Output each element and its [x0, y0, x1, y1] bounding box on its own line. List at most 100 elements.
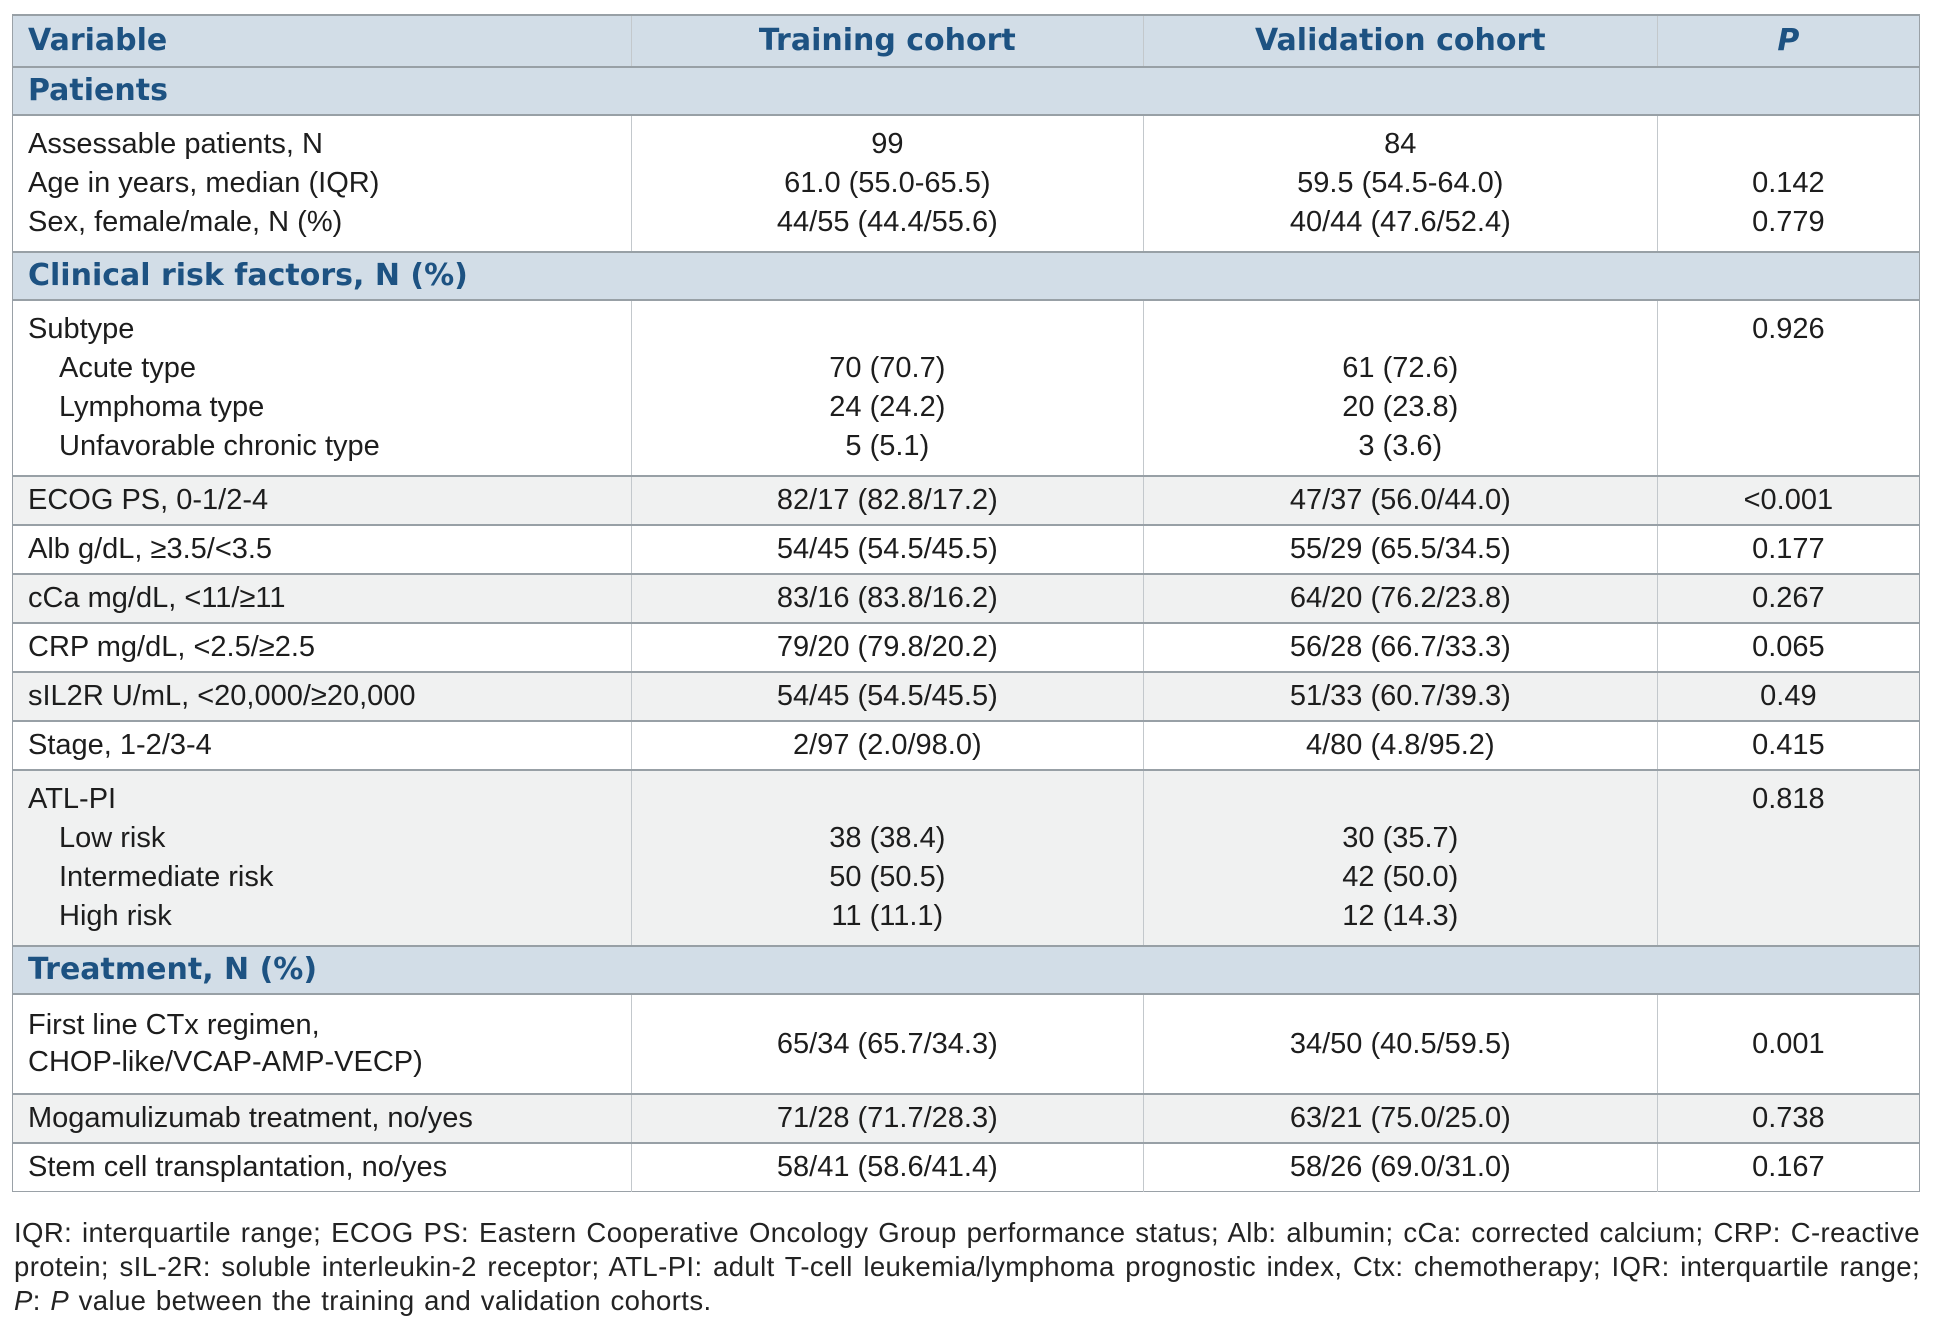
- row-label: sIL2R U/mL, <20,000/≥20,000: [12, 671, 632, 721]
- validation-value: 63/21 (75.0/25.0): [1142, 1093, 1658, 1143]
- row-label: ECOG PS, 0-1/2-4: [12, 475, 632, 525]
- training-value: 83/16 (83.8/16.2): [630, 573, 1144, 623]
- training-values: 38 (38.4) 50 (50.5) 11 (11.1): [630, 769, 1144, 946]
- row-label-line: First line CTx regimen,: [28, 1009, 320, 1041]
- row-labels: Assessable patients, N Age in years, med…: [12, 114, 632, 252]
- header-row: Variable Training cohort Validation coho…: [12, 14, 1920, 67]
- validation-value: 42 (50.0): [1342, 861, 1459, 893]
- row-first-line-ctx-regimen: First line CTx regimen, CHOP-like/VCAP-A…: [12, 993, 1920, 1094]
- row-label: Unfavorable chronic type: [59, 430, 380, 462]
- p-value: [1658, 349, 1919, 388]
- col-header-p-value: P: [1656, 14, 1920, 67]
- row-albumin: Alb g/dL, ≥3.5/<3.5 54/45 (54.5/45.5) 55…: [12, 524, 1920, 574]
- row-label: cCa mg/dL, <11/≥11: [12, 573, 632, 623]
- training-value: 11 (11.1): [831, 900, 944, 932]
- col-header-training-cohort: Training cohort: [630, 14, 1144, 67]
- validation-value: 20 (23.8): [1342, 391, 1459, 423]
- training-value: [632, 780, 1143, 819]
- validation-value: 4/80 (4.8/95.2): [1142, 720, 1658, 770]
- row-label: ATL-PI: [28, 783, 117, 815]
- training-value: 2/97 (2.0/98.0): [630, 720, 1144, 770]
- p-value: <0.001: [1656, 475, 1920, 525]
- validation-value: [1144, 780, 1657, 819]
- row-label: Age in years, median (IQR): [28, 167, 380, 199]
- p-value: 0.818: [1752, 783, 1825, 815]
- footnote: IQR: interquartile range; ECOG PS: Easte…: [14, 1216, 1920, 1318]
- atl-pi-block-row: ATL-PI Low risk Intermediate risk High r…: [12, 769, 1920, 946]
- training-value: 54/45 (54.5/45.5): [630, 524, 1144, 574]
- validation-value: 59.5 (54.5-64.0): [1297, 167, 1504, 199]
- validation-value: 64/20 (76.2/23.8): [1142, 573, 1658, 623]
- row-label: Low risk: [59, 822, 166, 854]
- p-value: 0.142: [1752, 167, 1825, 199]
- p-value: 0.065: [1656, 622, 1920, 672]
- training-value: 58/41 (58.6/41.4): [630, 1142, 1144, 1192]
- validation-value: 12 (14.3): [1342, 900, 1459, 932]
- row-label: Sex, female/male, N (%): [28, 206, 343, 238]
- footnote-colon: :: [32, 1285, 51, 1316]
- training-values: 70 (70.7) 24 (24.2) 5 (5.1): [630, 299, 1144, 476]
- row-label: Alb g/dL, ≥3.5/<3.5: [12, 524, 632, 574]
- footnote-p-word: P: [50, 1285, 70, 1316]
- row-ecog-ps: ECOG PS, 0-1/2-4 82/17 (82.8/17.2) 47/37…: [12, 475, 1920, 525]
- p-values: 0.142 0.779: [1656, 114, 1920, 252]
- p-value: [1658, 897, 1919, 936]
- row-crp: CRP mg/dL, <2.5/≥2.5 79/20 (79.8/20.2) 5…: [12, 622, 1920, 672]
- section-title: Treatment, N (%): [12, 945, 1920, 994]
- footnote-p-abbrev: P: [14, 1285, 33, 1316]
- training-value: 71/28 (71.7/28.3): [630, 1093, 1144, 1143]
- p-value: 0.177: [1656, 524, 1920, 574]
- row-corrected-calcium: cCa mg/dL, <11/≥11 83/16 (83.8/16.2) 64/…: [12, 573, 1920, 623]
- validation-value: 3 (3.6): [1358, 430, 1443, 462]
- row-mogamulizumab: Mogamulizumab treatment, no/yes 71/28 (7…: [12, 1093, 1920, 1143]
- training-value: 99: [871, 128, 904, 160]
- validation-value: 56/28 (66.7/33.3): [1142, 622, 1658, 672]
- p-values: 0.926: [1656, 299, 1920, 476]
- subtype-block-row: Subtype Acute type Lymphoma type Unfavor…: [12, 299, 1920, 476]
- validation-value: 47/37 (56.0/44.0): [1142, 475, 1658, 525]
- validation-value: 51/33 (60.7/39.3): [1142, 671, 1658, 721]
- training-value: 38 (38.4): [829, 822, 946, 854]
- row-label: Lymphoma type: [59, 391, 265, 423]
- p-value: 0.415: [1656, 720, 1920, 770]
- section-header-treatment: Treatment, N (%): [12, 945, 1920, 994]
- p-value: [1658, 819, 1919, 858]
- p-value: 0.49: [1656, 671, 1920, 721]
- training-value: 54/45 (54.5/45.5): [630, 671, 1144, 721]
- training-value: 24 (24.2): [829, 391, 946, 423]
- p-value: 0.926: [1752, 313, 1825, 345]
- section-title: Clinical risk factors, N (%): [12, 251, 1920, 300]
- p-value: 0.738: [1656, 1093, 1920, 1143]
- footnote-rest: value between the training and validatio…: [69, 1285, 712, 1316]
- training-value: [632, 310, 1143, 349]
- training-value: 79/20 (79.8/20.2): [630, 622, 1144, 672]
- p-value: [1658, 427, 1919, 466]
- row-label: Stem cell transplantation, no/yes: [12, 1142, 632, 1192]
- patients-block-row: Assessable patients, N Age in years, med…: [12, 114, 1920, 252]
- row-label-line: CHOP-like/VCAP-AMP-VECP): [28, 1046, 423, 1078]
- validation-value: 30 (35.7): [1342, 822, 1459, 854]
- training-value: 70 (70.7): [829, 352, 946, 384]
- p-values: 0.818: [1656, 769, 1920, 946]
- training-value: 61.0 (55.0-65.5): [784, 167, 991, 199]
- validation-value: 61 (72.6): [1342, 352, 1459, 384]
- training-value: 50 (50.5): [829, 861, 946, 893]
- row-labels: ATL-PI Low risk Intermediate risk High r…: [12, 769, 632, 946]
- row-label: Mogamulizumab treatment, no/yes: [12, 1093, 632, 1143]
- section-title: Patients: [12, 66, 1920, 115]
- training-value: 44/55 (44.4/55.6): [776, 206, 998, 238]
- training-value: 82/17 (82.8/17.2): [630, 475, 1144, 525]
- row-label: CRP mg/dL, <2.5/≥2.5: [12, 622, 632, 672]
- validation-value: [1144, 310, 1657, 349]
- p-value: 0.167: [1656, 1142, 1920, 1192]
- row-label: First line CTx regimen, CHOP-like/VCAP-A…: [12, 993, 632, 1094]
- cohort-comparison-table: Variable Training cohort Validation coho…: [12, 14, 1920, 1192]
- row-sil2r: sIL2R U/mL, <20,000/≥20,000 54/45 (54.5/…: [12, 671, 1920, 721]
- row-stage: Stage, 1-2/3-4 2/97 (2.0/98.0) 4/80 (4.8…: [12, 720, 1920, 770]
- row-label: Acute type: [59, 352, 197, 384]
- validation-values: 30 (35.7) 42 (50.0) 12 (14.3): [1142, 769, 1658, 946]
- validation-value: 58/26 (69.0/31.0): [1142, 1142, 1658, 1192]
- footnote-abbreviations: IQR: interquartile range; ECOG PS: Easte…: [14, 1217, 1920, 1282]
- validation-values: 61 (72.6) 20 (23.8) 3 (3.6): [1142, 299, 1658, 476]
- validation-value: 84: [1384, 128, 1417, 160]
